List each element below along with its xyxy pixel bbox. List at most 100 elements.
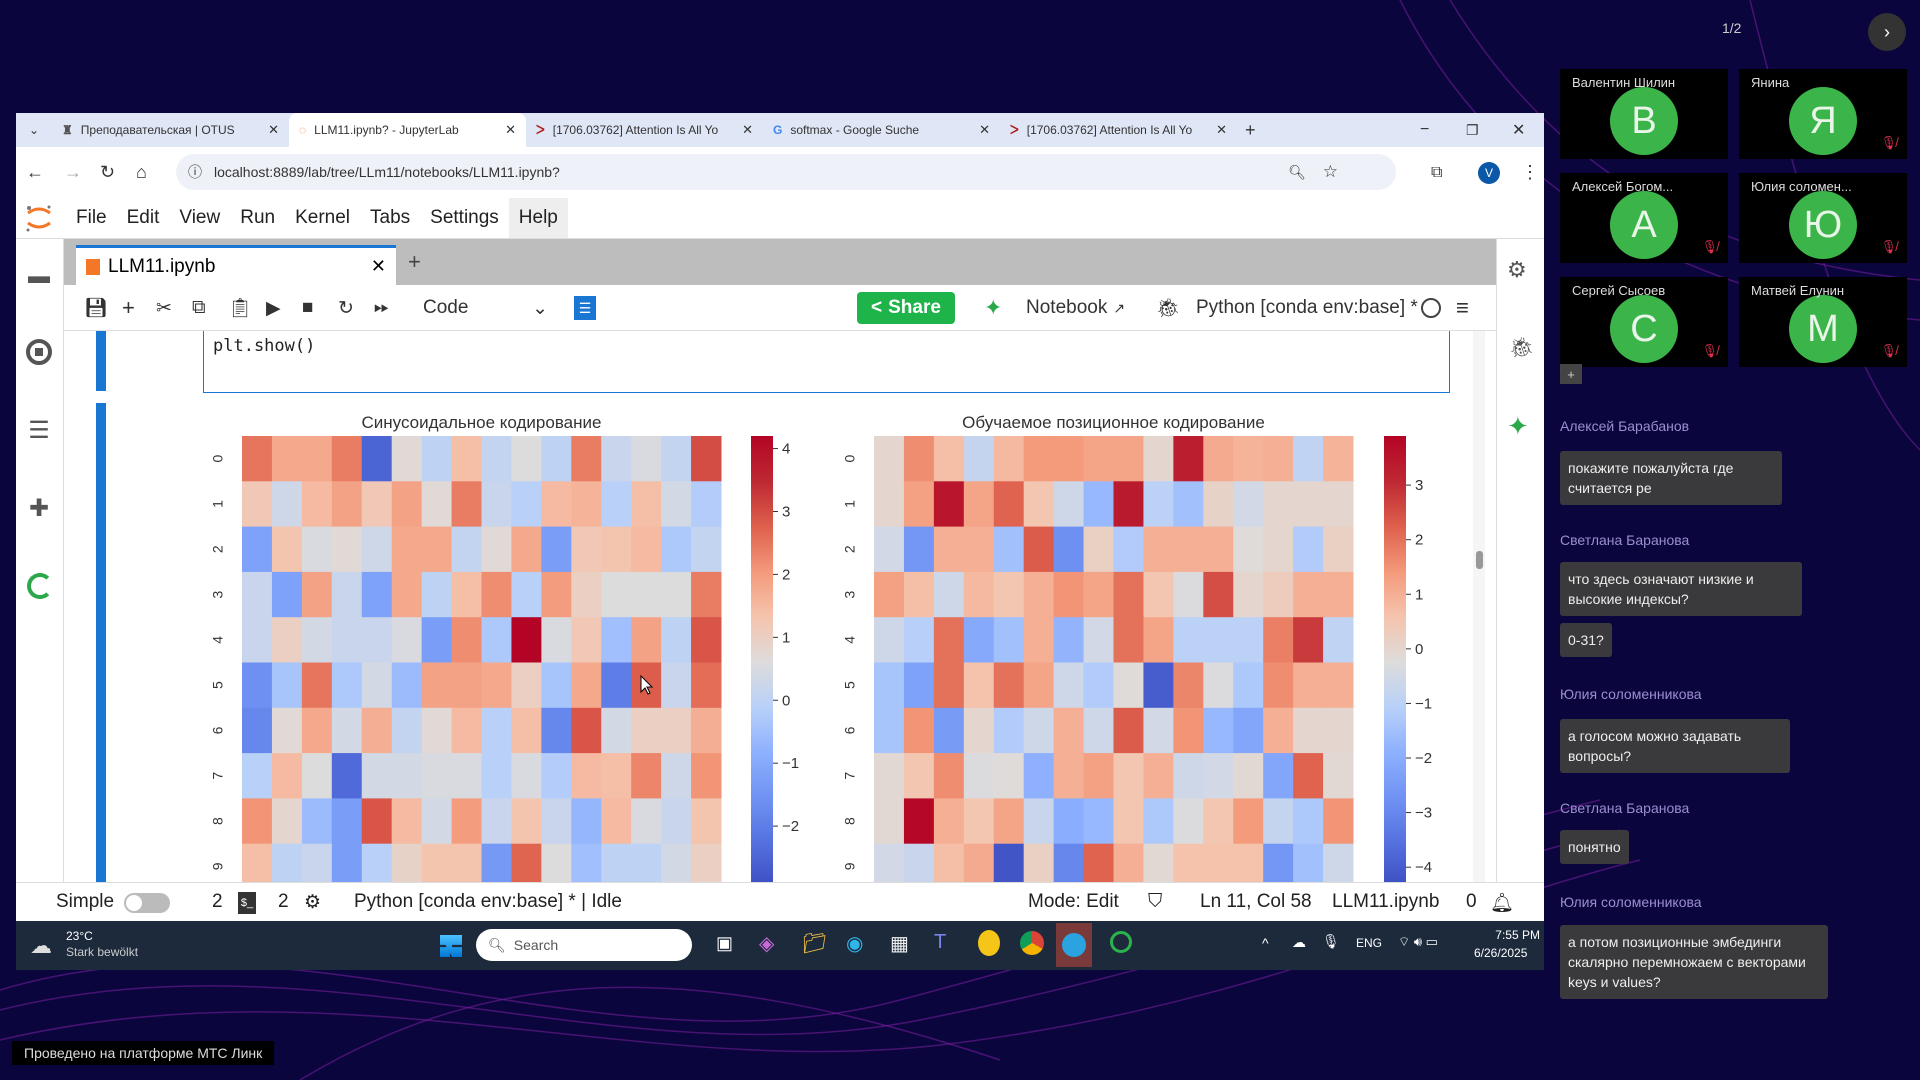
copilot-icon[interactable]: ◈	[759, 933, 775, 955]
reload-icon[interactable]: ↻	[100, 162, 116, 182]
close-tab-icon[interactable]: ✕	[505, 122, 516, 137]
kernel-count[interactable]: 2	[278, 891, 289, 912]
save-icon[interactable]: 💾︎	[84, 298, 109, 319]
participant-tile[interactable]: Ю Юлия соломен... 🎙︎̸	[1739, 173, 1907, 263]
simple-mode-toggle[interactable]	[124, 893, 170, 913]
new-tab-button[interactable]: +	[1245, 119, 1256, 140]
cut-icon[interactable]: ✂	[156, 297, 172, 319]
interrupt-stop-icon[interactable]: ■	[302, 297, 314, 318]
telegram-taskbar-button[interactable]	[1056, 923, 1092, 967]
cell-type-select[interactable]: Code ⌄	[423, 285, 548, 331]
menu-help[interactable]: Help	[508, 198, 568, 238]
kernel-name[interactable]: Python [conda env:base] *	[1196, 297, 1418, 318]
menu-run[interactable]: Run	[240, 207, 276, 228]
notebook-scrollbar[interactable]	[1473, 331, 1485, 882]
task-view-icon[interactable]: ▣	[716, 933, 734, 953]
file-explorer-icon[interactable]: 📁︎	[802, 933, 828, 955]
fast-forward-icon[interactable]: ⏩︎	[374, 297, 390, 318]
bell-icon[interactable]: 🔔︎	[1490, 893, 1515, 914]
close-tab-icon[interactable]: ✕	[268, 122, 279, 137]
close-window-button[interactable]: ✕	[1512, 122, 1526, 139]
site-info-icon[interactable]: ⓘ	[188, 164, 202, 180]
extensions-icon[interactable]: ⧉	[1431, 163, 1443, 181]
code-cell-editor[interactable]: plt.show()	[203, 331, 1450, 393]
url-field[interactable]: ⓘ localhost:8889/lab/tree/LLm11/notebook…	[176, 154, 1396, 190]
menu-file[interactable]: File	[76, 207, 107, 228]
property-inspector-gears-icon[interactable]: ⚙	[1507, 257, 1527, 282]
participant-tile[interactable]: С Сергей Сысоев 🎙︎̸	[1560, 277, 1728, 367]
store-icon[interactable]: ▦	[890, 933, 909, 955]
loading-ring-icon[interactable]	[27, 573, 53, 599]
minimize-button[interactable]: −	[1420, 121, 1430, 138]
debugger-bug-icon[interactable]: 🐞︎	[1156, 298, 1181, 319]
next-page-button[interactable]: ›	[1868, 13, 1906, 51]
forward-icon[interactable]: →	[64, 162, 82, 182]
tab-list-chevron-icon[interactable]: ⌄	[28, 123, 40, 137]
taskbar-search[interactable]: 🔍︎ Search	[476, 929, 692, 961]
profile-avatar[interactable]: V	[1478, 161, 1500, 184]
terminal-count[interactable]: 2	[212, 891, 223, 912]
menu-kernel[interactable]: Kernel	[295, 207, 350, 228]
home-icon[interactable]: ⌂	[136, 162, 147, 182]
debugger-bug-icon[interactable]: 🐞︎	[1509, 337, 1535, 359]
browser-menu-icon[interactable]: ⋮	[1521, 162, 1539, 182]
browser-tab[interactable]: ᐳ [1706.03762] Attention Is All Yo ✕	[1000, 113, 1237, 147]
extensions-puzzle-icon[interactable]: ✚	[28, 494, 50, 522]
file-browser-folder-icon[interactable]: ▬	[28, 263, 50, 288]
participant-tile[interactable]: Я Янина 🎙︎̸	[1739, 69, 1907, 159]
tray-chevron-icon[interactable]: ^	[1262, 935, 1269, 951]
app-green-ring-icon[interactable]	[1110, 931, 1132, 953]
browser-tab[interactable]: ♜ Преподавательская | OTUS ✕	[52, 113, 289, 147]
cursor-position[interactable]: Ln 11, Col 58	[1200, 891, 1312, 912]
format-icon[interactable]: ☰	[574, 296, 596, 320]
bookmark-star-icon[interactable]: ☆	[1322, 162, 1338, 181]
running-sessions-stop-icon[interactable]	[26, 339, 52, 365]
chrome-icon[interactable]	[1020, 931, 1044, 955]
wifi-volume-battery-icons[interactable]: ⌔ 🔊︎ ▭	[1398, 934, 1438, 949]
clock-date[interactable]: 6/26/2025	[1474, 946, 1528, 960]
participant-tile[interactable]: В Валентин Шилин	[1560, 69, 1728, 159]
scrollbar-thumb[interactable]	[1476, 551, 1483, 569]
close-tab-icon[interactable]: ✕	[979, 122, 990, 137]
new-launcher-button[interactable]: +	[408, 249, 421, 274]
table-of-contents-list-icon[interactable]: ☰	[28, 416, 50, 444]
hamburger-menu-icon[interactable]: ≡	[1456, 295, 1469, 320]
language-indicator[interactable]: ENG	[1356, 936, 1383, 950]
participant-tile[interactable]: М Матвей Елунин 🎙︎̸	[1739, 277, 1907, 367]
onedrive-icon[interactable]: ☁	[1292, 934, 1306, 950]
restart-icon[interactable]: ↻	[338, 297, 354, 319]
edge-icon[interactable]: ◉	[846, 933, 864, 955]
back-icon[interactable]: ←	[26, 162, 44, 182]
microphone-icon[interactable]: 🎙︎	[1322, 933, 1340, 949]
kernel-status[interactable]: Python [conda env:base] * | Idle	[354, 891, 622, 912]
menu-view[interactable]: View	[179, 207, 221, 228]
close-tab-icon[interactable]: ✕	[370, 256, 386, 276]
shield-check-icon[interactable]: ⛉	[1148, 891, 1163, 912]
ai-sparkle-icon[interactable]: ✦	[984, 295, 1003, 320]
weather-temp[interactable]: 23°C	[66, 929, 93, 943]
clock-time[interactable]: 7:55 PM	[1495, 928, 1540, 942]
restore-button[interactable]: ❐	[1466, 121, 1479, 138]
insert-cell-icon[interactable]: +	[122, 295, 135, 320]
close-tab-icon[interactable]: ✕	[1216, 122, 1227, 137]
app-yellow-icon[interactable]	[978, 930, 1000, 956]
run-icon[interactable]: ▶	[266, 297, 281, 319]
windows-start-icon[interactable]	[440, 935, 462, 957]
browser-tab[interactable]: ◌ LLM11.ipynb? - JupyterLab ✕	[289, 113, 526, 147]
paste-icon[interactable]: 📋︎	[228, 298, 253, 319]
participant-tile[interactable]: А Алексей Богом... 🎙︎̸	[1560, 173, 1728, 263]
menu-edit[interactable]: Edit	[126, 207, 160, 228]
copy-icon[interactable]: ⧉	[192, 297, 206, 318]
browser-tab[interactable]: ᐳ [1706.03762] Attention Is All Yo ✕	[526, 113, 763, 147]
menu-tabs[interactable]: Tabs	[370, 207, 411, 228]
add-button[interactable]: +	[1560, 364, 1582, 384]
zoom-icon[interactable]: 🔍︎	[1288, 163, 1306, 180]
teams-icon[interactable]: T	[934, 931, 947, 953]
share-button[interactable]: < Share	[857, 292, 955, 324]
close-tab-icon[interactable]: ✕	[742, 122, 753, 137]
open-notebook-link[interactable]: Notebook ↗	[1026, 285, 1125, 331]
doc-tab-llm11[interactable]: LLM11.ipynb ✕	[76, 245, 396, 285]
ai-sparkle-icon[interactable]: ✦	[1507, 411, 1529, 441]
menu-settings[interactable]: Settings	[430, 207, 499, 228]
